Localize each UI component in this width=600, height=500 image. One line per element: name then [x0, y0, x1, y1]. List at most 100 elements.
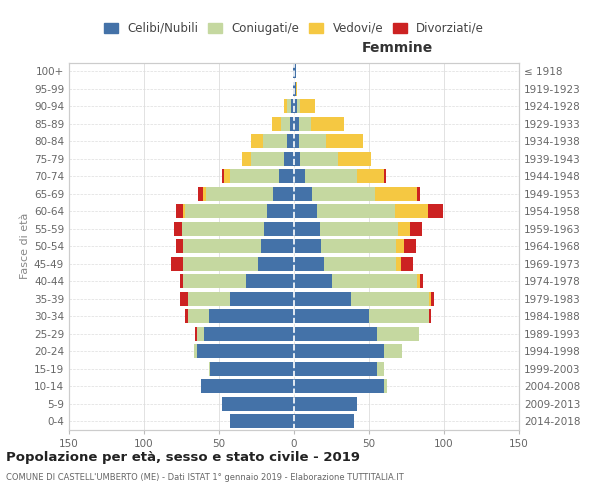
- Bar: [337, 152, 371, 166]
- Bar: [296, 82, 297, 96]
- Legend: Celibi/Nubili, Coniugati/e, Vedovi/e, Divorziati/e: Celibi/Nubili, Coniugati/e, Vedovi/e, Di…: [99, 17, 489, 40]
- Bar: [401, 256, 413, 271]
- Bar: [312, 186, 375, 201]
- Bar: [429, 292, 431, 306]
- Bar: [320, 222, 398, 236]
- Bar: [223, 169, 229, 184]
- Bar: [299, 116, 311, 131]
- Bar: [321, 239, 396, 254]
- Bar: [384, 169, 386, 184]
- Bar: [180, 292, 187, 306]
- Bar: [369, 309, 429, 324]
- Bar: [203, 186, 205, 201]
- Bar: [264, 222, 294, 236]
- Bar: [205, 186, 273, 201]
- Bar: [229, 292, 294, 306]
- Bar: [427, 204, 443, 218]
- Bar: [197, 326, 204, 341]
- Bar: [351, 292, 429, 306]
- Bar: [409, 222, 421, 236]
- Bar: [183, 256, 258, 271]
- Bar: [429, 309, 431, 324]
- Bar: [204, 326, 294, 341]
- Text: COMUNE DI CASTELL'UMBERTO (ME) - Dati ISTAT 1° gennaio 2019 - Elaborazione TUTTI: COMUNE DI CASTELL'UMBERTO (ME) - Dati IS…: [6, 472, 404, 482]
- Bar: [431, 292, 433, 306]
- Bar: [193, 344, 197, 358]
- Bar: [294, 396, 357, 411]
- Text: Femmine: Femmine: [362, 41, 433, 55]
- Bar: [210, 362, 294, 376]
- Bar: [294, 362, 377, 376]
- Bar: [273, 186, 294, 201]
- Bar: [317, 204, 395, 218]
- Bar: [294, 186, 312, 201]
- Bar: [377, 362, 384, 376]
- Bar: [287, 99, 291, 114]
- Bar: [176, 204, 183, 218]
- Bar: [187, 309, 209, 324]
- Bar: [267, 204, 294, 218]
- Bar: [375, 186, 417, 201]
- Bar: [294, 274, 331, 288]
- Bar: [263, 134, 287, 148]
- Bar: [294, 379, 384, 394]
- Bar: [294, 152, 300, 166]
- Text: Popolazione per età, sesso e stato civile - 2019: Popolazione per età, sesso e stato civil…: [6, 451, 360, 464]
- Bar: [404, 239, 415, 254]
- Bar: [251, 152, 284, 166]
- Bar: [185, 309, 187, 324]
- Bar: [398, 222, 409, 236]
- Bar: [195, 326, 197, 341]
- Bar: [258, 256, 294, 271]
- Bar: [183, 239, 261, 254]
- Bar: [222, 169, 223, 184]
- Bar: [291, 99, 294, 114]
- Bar: [294, 99, 297, 114]
- Bar: [174, 222, 182, 236]
- Bar: [384, 344, 402, 358]
- Bar: [294, 292, 351, 306]
- Bar: [185, 204, 267, 218]
- Bar: [209, 309, 294, 324]
- Bar: [229, 414, 294, 428]
- Bar: [198, 186, 203, 201]
- Bar: [420, 274, 423, 288]
- Bar: [384, 379, 387, 394]
- Bar: [294, 256, 324, 271]
- Bar: [290, 116, 294, 131]
- Bar: [222, 396, 294, 411]
- Bar: [294, 82, 296, 96]
- Bar: [311, 116, 343, 131]
- Bar: [293, 64, 294, 78]
- Bar: [251, 134, 263, 148]
- Bar: [300, 99, 315, 114]
- Bar: [180, 274, 183, 288]
- Bar: [281, 116, 290, 131]
- Bar: [294, 414, 354, 428]
- Bar: [294, 344, 384, 358]
- Bar: [417, 274, 420, 288]
- Y-axis label: Fasce di età: Fasce di età: [20, 213, 30, 280]
- Bar: [417, 186, 420, 201]
- Bar: [357, 169, 384, 184]
- Bar: [294, 204, 317, 218]
- Bar: [396, 256, 401, 271]
- Bar: [284, 152, 294, 166]
- Bar: [182, 222, 264, 236]
- Bar: [305, 169, 357, 184]
- Bar: [294, 326, 377, 341]
- Bar: [294, 134, 299, 148]
- Bar: [287, 134, 294, 148]
- Bar: [209, 362, 210, 376]
- Bar: [183, 204, 185, 218]
- Bar: [294, 309, 369, 324]
- Bar: [324, 256, 396, 271]
- Bar: [176, 239, 183, 254]
- Bar: [300, 152, 337, 166]
- Bar: [396, 239, 404, 254]
- Bar: [331, 274, 417, 288]
- Bar: [294, 116, 299, 131]
- Bar: [171, 256, 183, 271]
- Bar: [294, 169, 305, 184]
- Bar: [187, 292, 229, 306]
